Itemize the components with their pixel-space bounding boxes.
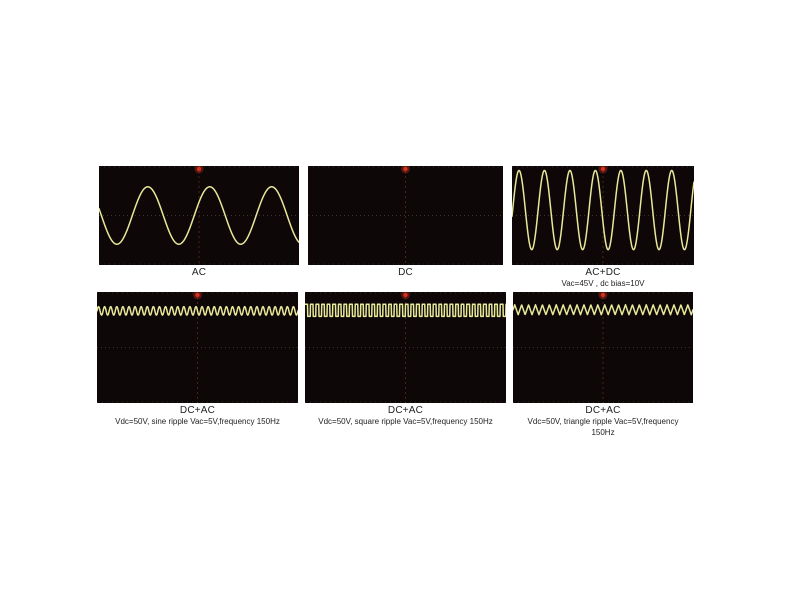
trigger-marker-icon — [600, 166, 606, 172]
oscilloscope-screen-ac — [99, 166, 299, 265]
panel-label: AC+DC — [585, 267, 621, 278]
trigger-marker-icon — [403, 166, 408, 172]
scope-cell-ac-dc: AC+DC Vac=45V , dc bias=10V — [512, 166, 694, 289]
panel-label: DC+AC — [179, 405, 216, 416]
waveform-trace-triangle — [513, 304, 693, 316]
trigger-marker-icon — [403, 292, 408, 298]
scope-cell-dc-ac-square: DC+AC Vdc=50V, square ripple Vac=5V,freq… — [305, 292, 506, 427]
panel-label: DC+AC — [387, 405, 424, 416]
waveform-trace-square — [305, 303, 506, 318]
screen-graticule — [513, 292, 693, 403]
oscilloscope-screen-dc-ac-sine — [97, 292, 298, 403]
scope-cell-dc: DC — [308, 166, 503, 278]
screen-graticule — [305, 292, 506, 403]
screen-graticule — [99, 166, 299, 265]
scope-cell-dc-ac-triangle: DC+AC Vdc=50V, triangle ripple Vac=5V,fr… — [513, 292, 693, 438]
oscilloscope-screen-dc — [308, 166, 503, 265]
panel-label: DC — [398, 267, 413, 278]
screen-graticule — [308, 166, 503, 265]
panel-caption: Vdc=50V, sine ripple Vac=5V,frequency 15… — [115, 417, 280, 426]
trigger-marker-icon — [600, 292, 606, 298]
oscilloscope-screen-ac-dc — [512, 166, 694, 265]
oscilloscope-screen-dc-ac-triangle — [513, 292, 693, 403]
trigger-marker-icon — [196, 166, 202, 172]
panel-caption: Vdc=50V, square ripple Vac=5V,frequency … — [318, 417, 493, 426]
panel-label: DC+AC — [585, 405, 621, 416]
panel-label: AC — [191, 267, 207, 278]
panel-caption-line2: 150Hz — [591, 428, 615, 437]
waveform-trace-sine — [97, 305, 298, 316]
waveform-trace-sine — [99, 186, 299, 245]
panel-caption: Vac=45V , dc bias=10V — [561, 279, 645, 288]
screen-graticule — [97, 292, 298, 403]
waveform-trace-sine — [512, 169, 694, 251]
trigger-marker-icon — [195, 292, 200, 298]
oscilloscope-screen-dc-ac-square — [305, 292, 506, 403]
scope-cell-dc-ac-sine: DC+AC Vdc=50V, sine ripple Vac=5V,freque… — [97, 292, 298, 427]
screen-graticule — [512, 166, 694, 265]
panel-caption: Vdc=50V, triangle ripple Vac=5V,frequenc… — [527, 417, 679, 426]
scope-cell-ac: AC — [99, 166, 299, 278]
